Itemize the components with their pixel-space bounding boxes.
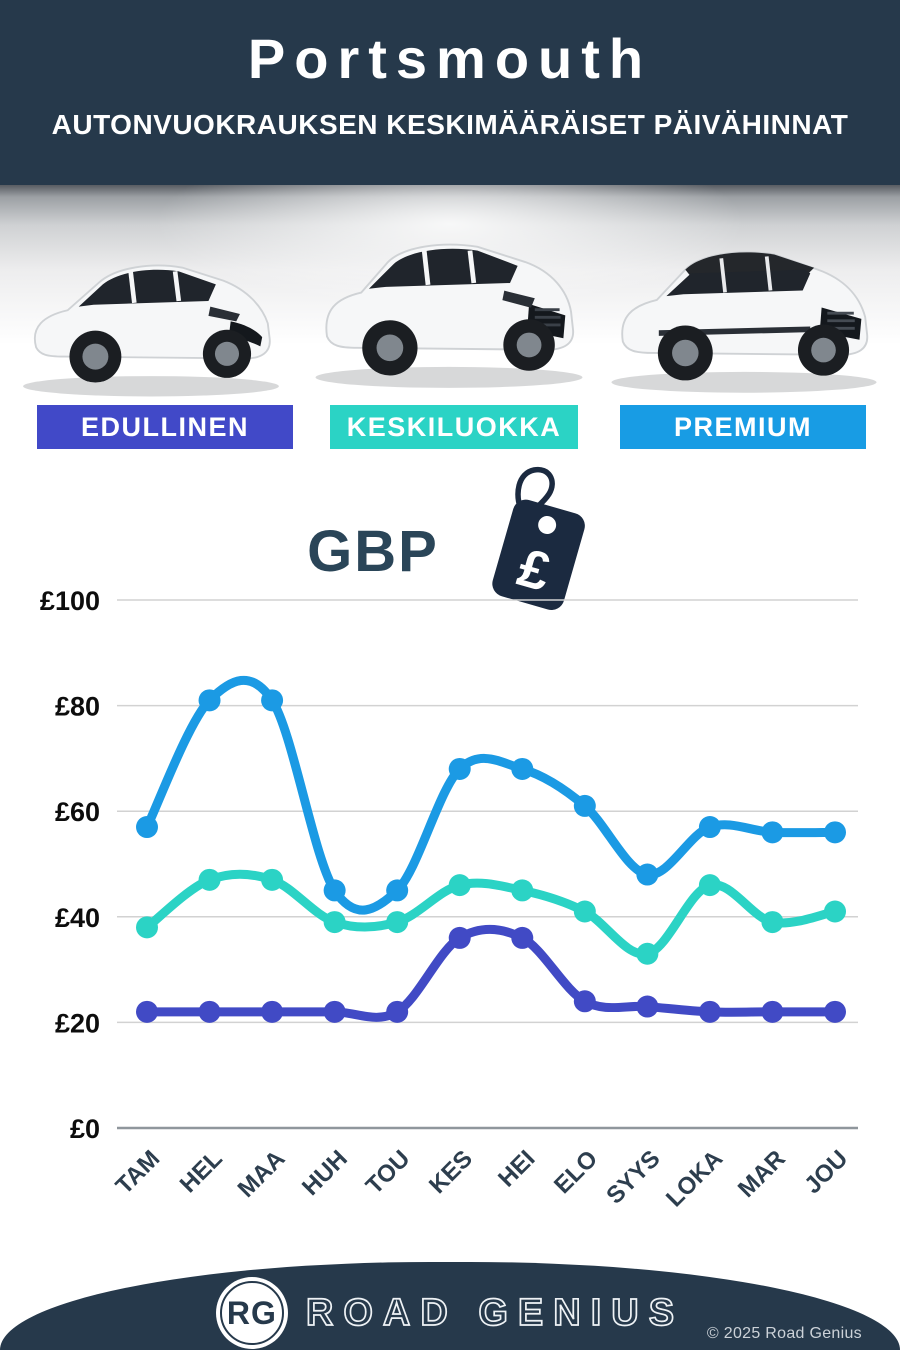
series-point-edullinen-hei: [511, 926, 534, 949]
luxury-suv-car-image: [611, 251, 877, 393]
logo-initials: RG: [226, 1294, 277, 1331]
series-point-premium-hei: [511, 757, 534, 780]
page-title: Portsmouth: [247, 27, 653, 90]
series-point-edullinen-elo: [573, 990, 596, 1013]
series-point-keskiluokka-hel: [198, 868, 221, 891]
series-line-keskiluokka: [142, 869, 840, 959]
footer: RG ROAD GENIUS © 2025 Road Genius: [0, 1262, 900, 1350]
series-point-premium-tou: [386, 879, 409, 902]
series-point-keskiluokka-hei: [511, 879, 534, 902]
x-axis-tick-label: LOKA: [661, 1145, 728, 1212]
badge-budget: EDULLINEN: [37, 405, 293, 449]
x-axis-tick-label: KES: [424, 1145, 478, 1199]
series-point-keskiluokka-mar: [761, 911, 784, 934]
series-point-edullinen-loka: [698, 1000, 721, 1023]
series-point-edullinen-tam: [136, 1000, 158, 1023]
copyright-text: © 2025 Road Genius: [706, 1325, 862, 1342]
series-point-premium-elo: [573, 794, 596, 817]
series-point-premium-jou: [824, 821, 846, 844]
badge-mid-label: KESKILUOKKA: [346, 411, 562, 442]
y-axis-tick-label: £60: [55, 797, 100, 827]
series-point-edullinen-syys: [636, 995, 659, 1018]
road-genius-logo-icon: RG: [215, 1277, 288, 1349]
hatchback-car-image: [23, 264, 279, 397]
series-point-edullinen-mar: [761, 1000, 784, 1023]
x-axis-tick-label: SYYS: [601, 1145, 665, 1209]
series-point-premium-loka: [698, 816, 721, 839]
x-axis-tick-label: JOU: [799, 1145, 853, 1199]
series-point-edullinen-hel: [198, 1000, 221, 1023]
series-point-premium-kes: [448, 757, 471, 780]
y-axis-tick-label: £20: [55, 1008, 100, 1038]
price-line-chart: £0 £20 £40 £60 £80 £100 TAM HEL MAA HUH TOU KES HEI E…: [40, 586, 858, 1212]
brand-name: ROAD GENIUS: [305, 1291, 685, 1335]
badge-budget-label: EDULLINEN: [81, 411, 249, 442]
series-point-keskiluokka-loka: [698, 874, 721, 897]
series-point-edullinen-jou: [824, 1000, 846, 1023]
series-point-keskiluokka-maa: [261, 868, 284, 891]
series-point-keskiluokka-syys: [636, 942, 659, 965]
series-point-premium-hel: [198, 689, 221, 712]
series-point-premium-tam: [136, 816, 158, 839]
pound-price-tag-icon: £: [492, 466, 585, 610]
y-axis-tick-label: £0: [70, 1114, 100, 1144]
suv-car-image: [315, 243, 583, 388]
badge-premium-label: PREMIUM: [674, 411, 812, 442]
series-point-keskiluokka-huh: [323, 911, 346, 934]
y-axis-tick-label: £100: [40, 586, 100, 616]
series-point-premium-maa: [261, 689, 284, 712]
x-axis-tick-label: ELO: [549, 1145, 603, 1199]
x-axis-tick-label: HEI: [493, 1145, 540, 1192]
series-point-keskiluokka-elo: [573, 900, 596, 923]
series-point-edullinen-tou: [386, 1000, 409, 1023]
x-axis-tick-label: TAM: [111, 1145, 166, 1200]
series-point-keskiluokka-tam: [136, 916, 158, 939]
page-subtitle: AUTONVUOKRAUKSEN KESKIMÄÄRÄISET PÄIVÄHIN…: [51, 109, 849, 140]
series-point-keskiluokka-jou: [824, 900, 846, 923]
x-axis-tick-label: TOU: [361, 1145, 416, 1200]
badge-premium: PREMIUM: [620, 405, 866, 449]
series-point-keskiluokka-kes: [448, 874, 471, 897]
x-axis-tick-label: HEL: [175, 1145, 228, 1198]
series-line-edullinen: [142, 924, 840, 1022]
series-point-keskiluokka-tou: [386, 911, 409, 934]
x-axis-tick-label: HUH: [297, 1145, 353, 1201]
currency-row: GBP £: [0, 462, 900, 612]
series-point-edullinen-huh: [323, 1000, 346, 1023]
series-point-edullinen-kes: [448, 926, 471, 949]
chart-area: £0 £20 £40 £60 £80 £100 TAM HEL MAA HUH TOU KES HEI E…: [0, 540, 900, 1240]
footer-brand-row: RG ROAD GENIUS: [215, 1277, 685, 1349]
series-point-premium-huh: [323, 879, 346, 902]
y-axis-tick-label: £80: [55, 692, 100, 722]
currency-label: GBP: [307, 518, 439, 584]
y-axis-tick-label: £40: [55, 903, 100, 933]
badge-mid: KESKILUOKKA: [330, 405, 578, 449]
x-axis-tick-label: MAA: [233, 1145, 291, 1203]
series-point-premium-syys: [636, 863, 659, 886]
series-point-premium-mar: [761, 821, 784, 844]
x-axis-tick-label: MAR: [733, 1145, 791, 1203]
header: Portsmouth AUTONVUOKRAUKSEN KESKIMÄÄRÄIS…: [0, 0, 900, 185]
series-point-edullinen-maa: [261, 1000, 284, 1023]
